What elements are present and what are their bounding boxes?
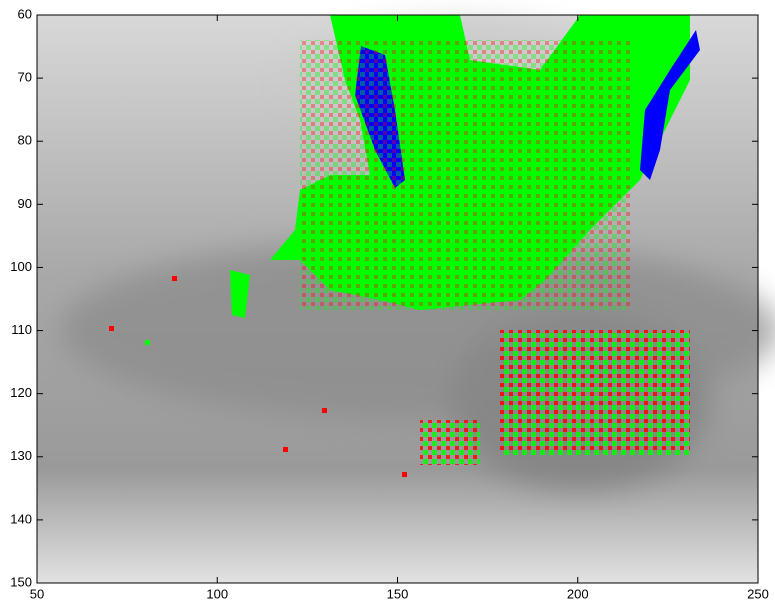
- y-tick-label: 130: [10, 448, 32, 463]
- x-tick-label: 200: [567, 586, 589, 601]
- y-tick-label: 100: [10, 259, 32, 274]
- image: [37, 15, 775, 583]
- y-tick-label: 140: [10, 511, 32, 526]
- y-tick-label: 120: [10, 385, 32, 400]
- y-tick-label: 70: [18, 70, 32, 85]
- y-tick-label: 90: [18, 196, 32, 211]
- y-tick-label: 150: [10, 574, 32, 589]
- y-tick-label: 60: [18, 6, 32, 21]
- x-tick-label: 50: [30, 586, 44, 601]
- x-tick-label: 250: [747, 586, 769, 601]
- axes: 50 100 150 200 250 60 70 80 90 100 110 120 130 140 150: [10, 6, 769, 601]
- x-tick-label: 100: [206, 586, 228, 601]
- y-tick-label: 110: [11, 322, 32, 337]
- x-tick-label: 150: [387, 586, 409, 601]
- y-tick-label: 80: [18, 133, 32, 148]
